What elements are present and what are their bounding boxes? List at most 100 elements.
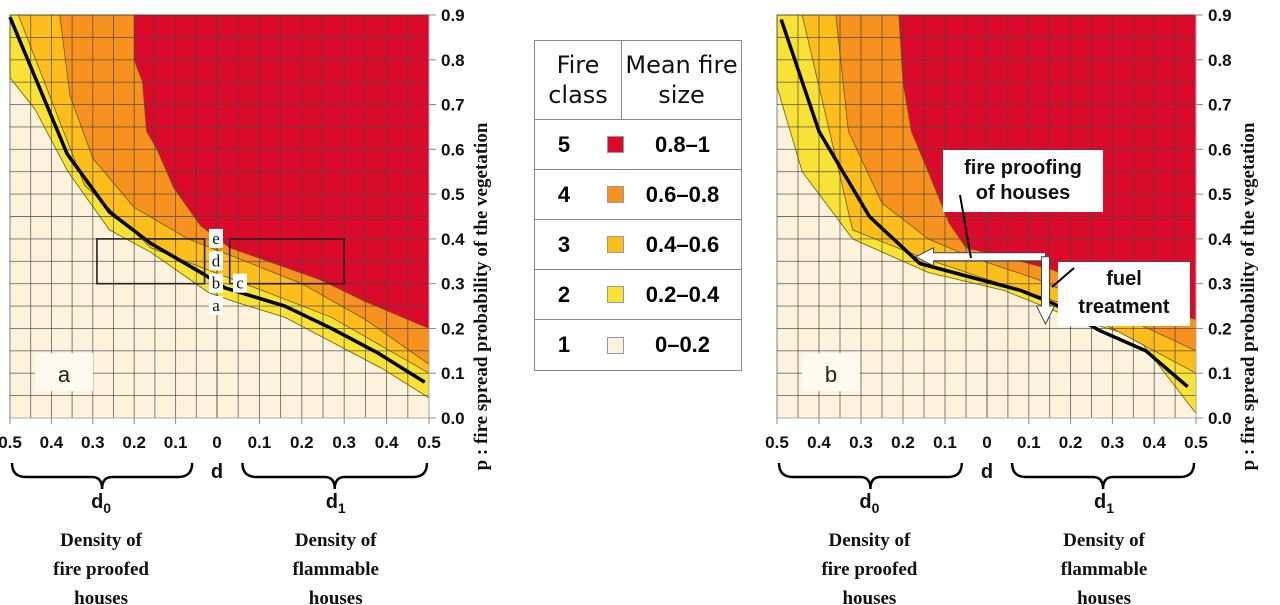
fire-proofing-label: fire proofing [964, 157, 1082, 179]
point-label-box [209, 273, 223, 293]
legend-table: Fire class Mean fire size 5 0.8–1 4 0.6–0.… [534, 40, 742, 371]
y-tick-label: 0.8 [441, 51, 465, 70]
chart-panel-a: 0.0 0.1 0.2 0.3 0.4 0.5 0.6 0.7 0.8 0.9 0.5 0.4 0.3 0… [0, 6, 492, 605]
panel-label: b [825, 362, 837, 387]
point-label-c: c [236, 274, 244, 293]
x-tick-label: 0.5 [1184, 433, 1208, 452]
y-tick-label: 0.7 [441, 96, 465, 115]
y-axis-title: p : fire spread probability of the veget… [471, 122, 492, 470]
x-tick-label: 0.4 [1142, 433, 1166, 452]
y-tick-label: 0.3 [1208, 275, 1232, 294]
x-description-d1: Density of [1063, 530, 1145, 551]
x-label-d: d [981, 461, 993, 483]
y-tick-label: 0.0 [1208, 409, 1232, 428]
x-tick-label: 0 [982, 433, 991, 452]
fire-proofing-label-box [943, 150, 1103, 212]
x-tick-label: 0.5 [765, 433, 789, 452]
point-label-box [209, 251, 223, 271]
x-label-d1: d1 [1094, 491, 1114, 516]
x-tick-label: 0 [212, 433, 221, 452]
x-description-d1: flammable [292, 559, 379, 580]
legend-class: 5 [557, 131, 571, 157]
x-tick-label: 0.1 [164, 433, 188, 452]
legend-row: 2 0.2–0.4 [535, 270, 741, 320]
zoom-box [228, 238, 346, 285]
x-description-d1: houses [309, 588, 363, 605]
x-description-d0: Density of [60, 530, 142, 551]
chart-panel-b: 0.0 0.1 0.2 0.3 0.4 0.5 0.6 0.7 0.8 0.9 0.5 0.4 0.3 0… [765, 6, 1259, 605]
x-label-d0: d0 [859, 491, 879, 516]
x-tick-label: 0.4 [807, 433, 831, 452]
y-tick-label: 0.9 [441, 6, 465, 25]
y-tick-label: 0.3 [441, 275, 465, 294]
x-description-d0: houses [74, 588, 128, 605]
zoom-box [96, 238, 206, 285]
legend-header: Fire class Mean fire size [535, 41, 741, 120]
d0-brace [10, 462, 194, 490]
legend-range: 0–0.2 [654, 332, 711, 357]
d1-brace [1010, 462, 1196, 490]
x-description-d0: fire proofed [53, 559, 149, 580]
x-tick-label: 0.3 [81, 433, 105, 452]
legend-header-class: Fire class [535, 41, 622, 119]
legend-row: 3 0.4–0.6 [535, 220, 741, 270]
point-label-e: e [212, 229, 220, 248]
fuel-treatment-label: fuel [1106, 268, 1142, 290]
x-tick-label: 0.4 [375, 433, 399, 452]
panel-label: a [58, 362, 71, 387]
y-tick-label: 0.4 [441, 230, 465, 249]
legend-swatch [607, 236, 624, 253]
x-description-d0: Density of [828, 530, 910, 551]
panel-label-box [35, 353, 93, 392]
y-tick-label: 0.6 [1208, 140, 1232, 159]
x-tick-label: 0.1 [248, 433, 272, 452]
legend-header-size: Mean fire size [625, 51, 738, 109]
legend-range: 0.4–0.6 [645, 231, 720, 257]
fuel-treatment-pointer [1051, 267, 1075, 288]
fire-proofing-arrow [914, 246, 1047, 267]
fuel-treatment-arrow [1035, 256, 1056, 326]
y-tick-label: 0.9 [1208, 6, 1232, 25]
x-tick-label: 0.2 [290, 433, 314, 452]
legend-class: 2 [557, 281, 571, 307]
x-description-d1: Density of [295, 530, 377, 551]
y-tick-label: 0.2 [1208, 319, 1232, 338]
y-tick-label: 0.4 [1208, 230, 1232, 249]
x-label-d1-subscript: 1 [1106, 500, 1114, 516]
x-tick-label: 0.1 [1017, 433, 1041, 452]
y-tick-label: 0.1 [1208, 364, 1232, 383]
mean-fire-size-curve [779, 18, 1189, 389]
x-label-d0-subscript: 0 [103, 500, 111, 516]
x-label-d: d [211, 461, 223, 483]
legend-row: 4 0.6–0.8 [535, 170, 741, 220]
legend-row: 5 0.8–1 [535, 120, 741, 170]
panel-label-box [802, 353, 860, 392]
x-description-d0: fire proofed [821, 559, 917, 580]
y-tick-label: 0.6 [441, 140, 465, 159]
x-tick-label: 0.3 [849, 433, 873, 452]
x-description-d0: houses [842, 588, 896, 605]
x-tick-label: 0.4 [40, 433, 64, 452]
y-tick-label: 0.5 [1208, 185, 1232, 204]
x-tick-label: 0.1 [933, 433, 957, 452]
legend-class: 1 [557, 332, 571, 357]
legend-swatch [607, 336, 624, 354]
x-description-d1: flammable [1061, 559, 1148, 580]
legend-class: 3 [557, 231, 571, 257]
legend-range: 0.6–0.8 [645, 181, 720, 207]
fuel-treatment-label: treatment [1078, 296, 1169, 318]
point-label-a: a [212, 296, 220, 315]
legend-swatch [607, 286, 624, 303]
y-axis-title: p : fire spread probability of the veget… [1238, 122, 1259, 470]
x-label-d1: d1 [326, 491, 346, 516]
fuel-treatment-label-box [1058, 262, 1190, 326]
point-label-box [233, 273, 247, 293]
legend-range: 0.8–1 [654, 131, 711, 157]
y-tick-label: 0.8 [1208, 51, 1232, 70]
x-tick-label: 0.2 [1059, 433, 1083, 452]
fire-proofing-label: of houses [976, 182, 1070, 204]
d0-brace [777, 462, 963, 490]
x-tick-label: 0.5 [417, 433, 441, 452]
legend-swatch [607, 136, 624, 153]
